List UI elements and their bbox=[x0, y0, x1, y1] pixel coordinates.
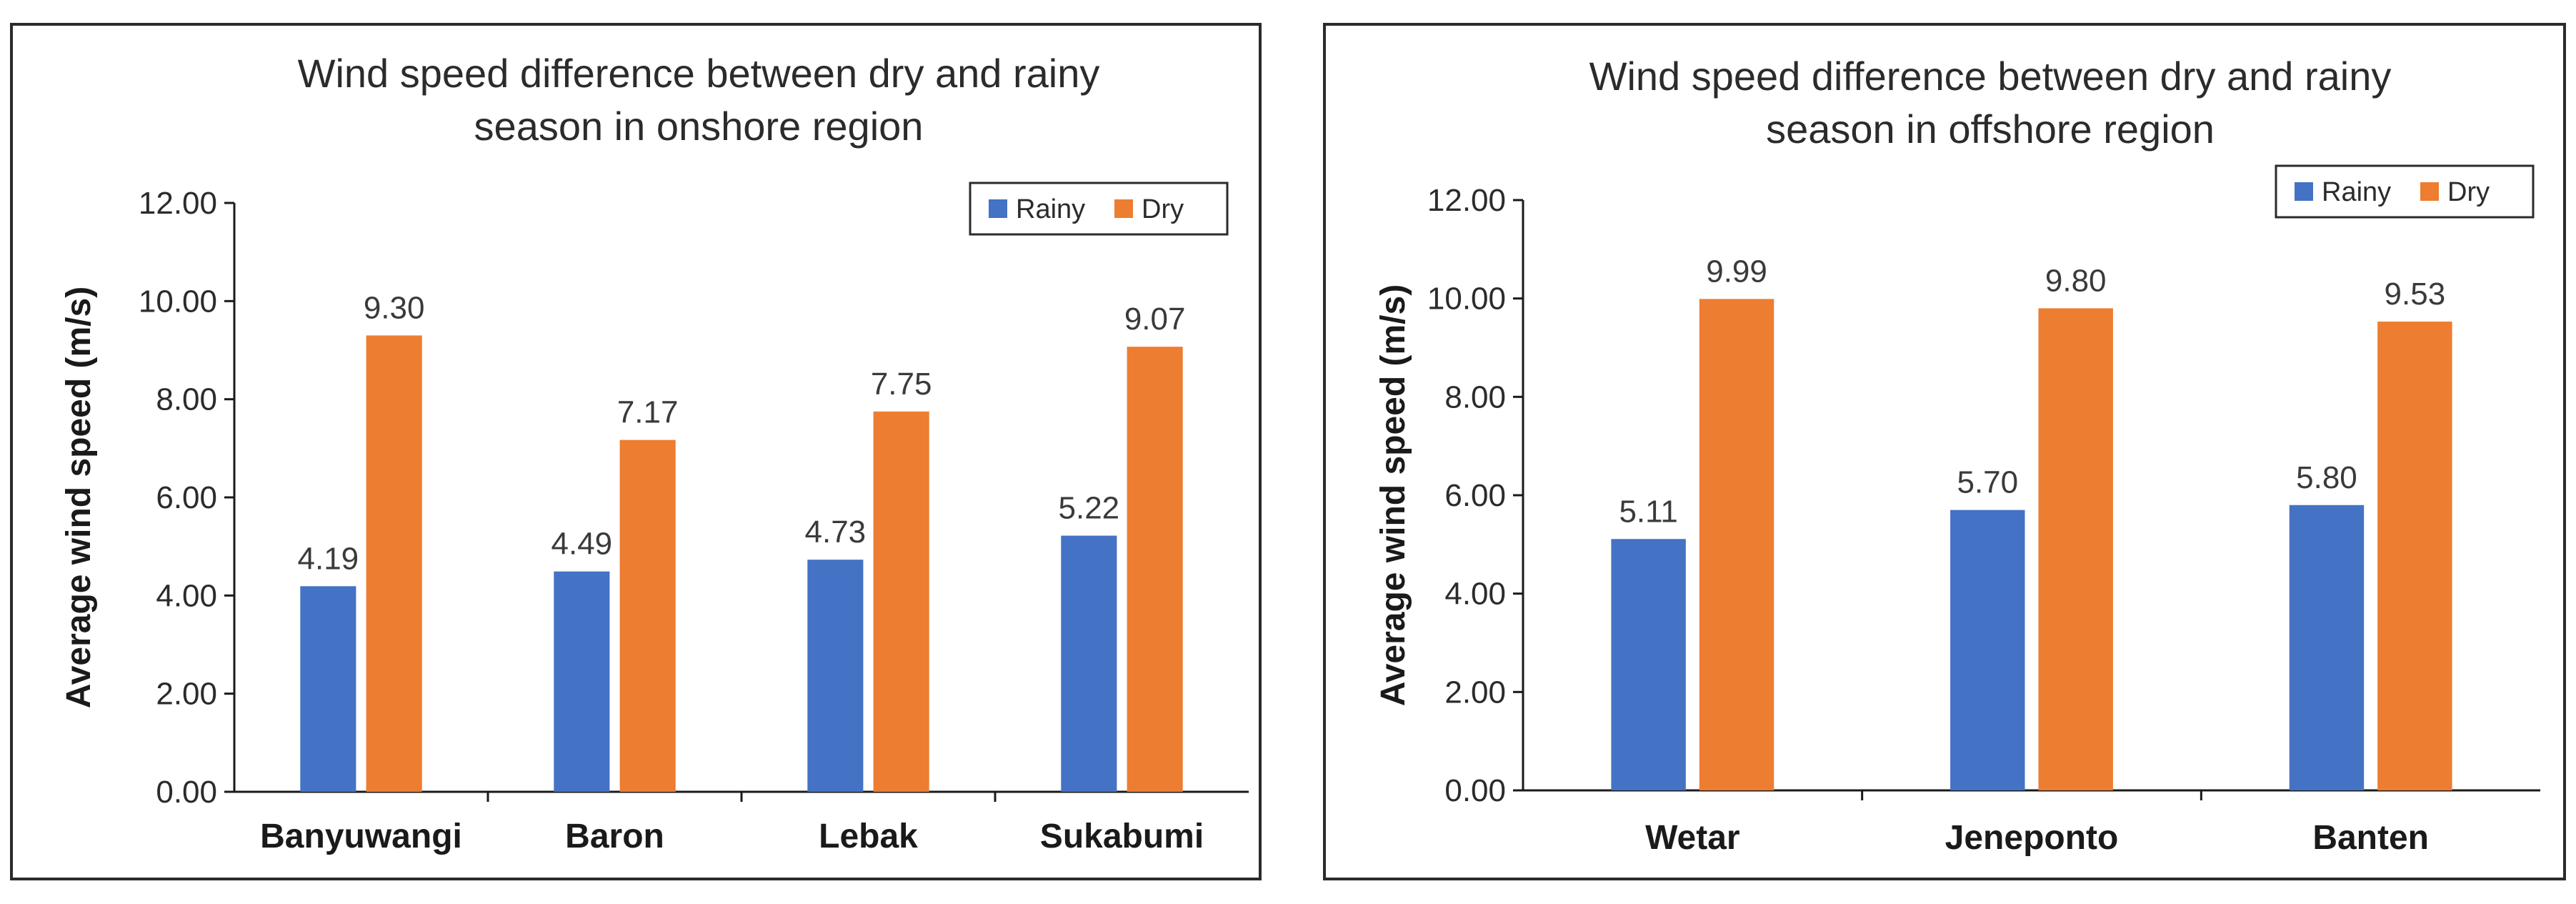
legend-box bbox=[2275, 164, 2535, 219]
x-category-label: Jeneponto bbox=[1945, 819, 2119, 857]
bar-rainy bbox=[1611, 539, 1686, 790]
bar-rainy bbox=[807, 560, 864, 792]
bar-rainy bbox=[1061, 535, 1117, 792]
data-label: 7.75 bbox=[871, 367, 932, 402]
bar-dry bbox=[1699, 299, 1774, 791]
data-label: 9.30 bbox=[364, 290, 425, 325]
bar-dry bbox=[366, 335, 422, 792]
data-label: 5.22 bbox=[1059, 491, 1120, 526]
data-label: 9.99 bbox=[1706, 254, 1767, 289]
y-tick-label: 0.00 bbox=[156, 775, 217, 810]
offshore-chart-panel: Wind speed difference between dry and ra… bbox=[1323, 23, 2566, 880]
bar-dry bbox=[2038, 308, 2113, 790]
data-label: 4.19 bbox=[298, 541, 359, 576]
data-label: 4.73 bbox=[805, 515, 867, 550]
data-label: 7.17 bbox=[617, 395, 679, 430]
bar-dry bbox=[873, 411, 929, 792]
y-tick-label: 8.00 bbox=[156, 382, 217, 417]
legend-swatch-dry bbox=[1114, 199, 1133, 218]
y-tick-label: 2.00 bbox=[156, 677, 217, 712]
y-tick-label: 6.00 bbox=[1444, 478, 1506, 513]
x-category-label: Banyuwangi bbox=[260, 818, 462, 855]
chart-title-line: season in offshore region bbox=[1766, 106, 2215, 152]
y-axis-label: Average wind speed (m/s) bbox=[60, 287, 98, 708]
y-tick-label: 8.00 bbox=[1444, 379, 1506, 414]
y-tick-label: 2.00 bbox=[1444, 675, 1506, 710]
y-tick-label: 12.00 bbox=[139, 186, 217, 221]
y-axis-label: Average wind speed (m/s) bbox=[1374, 284, 1412, 706]
x-category-label: Wetar bbox=[1645, 819, 1740, 857]
legend-swatch-rainy bbox=[989, 199, 1007, 218]
bar-dry bbox=[2377, 322, 2452, 791]
legend-box bbox=[969, 182, 1229, 236]
chart-title-line: Wind speed difference between dry and ra… bbox=[1589, 54, 2392, 99]
legend-label-rainy: Rainy bbox=[2322, 177, 2391, 207]
chart-title-line: Wind speed difference between dry and ra… bbox=[298, 51, 1100, 96]
x-category-label: Sukabumi bbox=[1040, 818, 1204, 855]
legend-label-rainy: Rainy bbox=[1016, 194, 1085, 224]
bar-dry bbox=[1127, 347, 1183, 792]
data-label: 5.70 bbox=[1957, 465, 2018, 500]
bar-rainy bbox=[300, 586, 356, 792]
onshore-chart: Wind speed difference between dry and ra… bbox=[60, 51, 1249, 855]
bar-rainy bbox=[2289, 505, 2365, 790]
legend-label-dry: Dry bbox=[2447, 177, 2490, 207]
onshore-chart-panel: Wind speed difference between dry and ra… bbox=[10, 23, 1262, 880]
y-tick-label: 0.00 bbox=[1444, 773, 1506, 808]
bar-dry bbox=[619, 439, 676, 792]
data-label: 9.53 bbox=[2385, 277, 2446, 312]
y-tick-label: 10.00 bbox=[139, 284, 217, 319]
data-label: 5.11 bbox=[1619, 494, 1677, 529]
offshore-chart: Wind speed difference between dry and ra… bbox=[1374, 54, 2540, 857]
x-category-label: Banten bbox=[2312, 819, 2429, 857]
data-label: 4.49 bbox=[551, 527, 613, 562]
y-tick-label: 4.00 bbox=[156, 578, 217, 613]
data-label: 5.80 bbox=[2296, 460, 2357, 495]
x-category-label: Baron bbox=[565, 818, 664, 855]
y-tick-label: 12.00 bbox=[1427, 183, 1506, 218]
legend-label-dry: Dry bbox=[1142, 194, 1184, 224]
y-tick-label: 10.00 bbox=[1427, 282, 1506, 317]
legend-swatch-rainy bbox=[2295, 182, 2313, 201]
data-label: 9.80 bbox=[2045, 263, 2107, 298]
y-tick-label: 4.00 bbox=[1444, 577, 1506, 612]
bar-rainy bbox=[1950, 510, 2025, 790]
legend-swatch-dry bbox=[2420, 182, 2439, 201]
y-tick-label: 6.00 bbox=[156, 480, 217, 515]
data-label: 9.07 bbox=[1124, 302, 1186, 337]
bar-rainy bbox=[554, 571, 610, 792]
x-category-label: Lebak bbox=[819, 818, 918, 855]
chart-title-line: season in onshore region bbox=[474, 104, 924, 149]
